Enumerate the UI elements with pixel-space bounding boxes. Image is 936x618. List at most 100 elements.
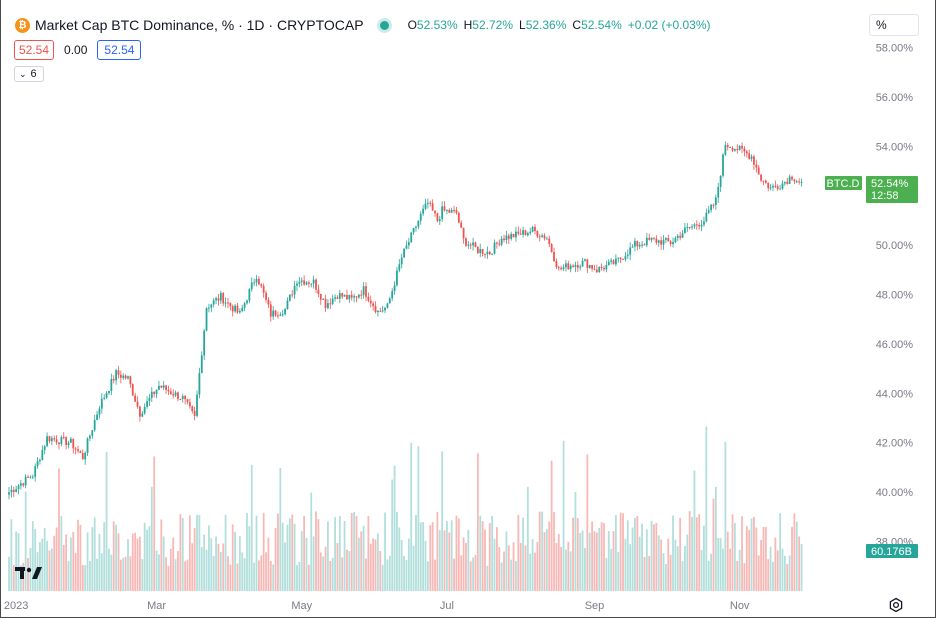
candle-body bbox=[300, 280, 303, 282]
candle-body bbox=[46, 436, 48, 447]
candle-body bbox=[669, 241, 672, 245]
candle-body bbox=[267, 299, 270, 305]
price-axis-label: 48.00% bbox=[876, 290, 914, 302]
tradingview-logo[interactable] bbox=[15, 565, 43, 586]
candle-body bbox=[22, 483, 25, 486]
volume-bar bbox=[438, 530, 441, 591]
candle-body bbox=[77, 449, 79, 452]
volume-bar bbox=[253, 562, 256, 591]
candle-body bbox=[174, 392, 177, 396]
candle-body bbox=[327, 303, 329, 308]
candle-body bbox=[488, 251, 491, 255]
sell-price-button[interactable]: 52.54 bbox=[14, 40, 55, 60]
candle-body bbox=[595, 269, 598, 273]
price-axis[interactable]: 58.00% 56.00% 54.00% 52.00% 50.00% 48.00% 46.0… bbox=[876, 43, 914, 549]
chart-title[interactable]: Market Cap BTC Dominance, % · 1D · CRYPT… bbox=[35, 17, 364, 33]
scale-mode-button[interactable]: % bbox=[869, 14, 919, 36]
candle-body bbox=[745, 151, 748, 154]
volume-bar bbox=[669, 554, 672, 591]
price-axis-label: 38.00% bbox=[876, 537, 914, 549]
volume-bar bbox=[496, 527, 498, 591]
candle-body bbox=[443, 206, 446, 211]
candle-body bbox=[367, 296, 370, 301]
gear-icon[interactable] bbox=[888, 597, 904, 618]
volume-bar bbox=[515, 561, 517, 591]
volume-bar bbox=[98, 533, 101, 591]
candle-body bbox=[396, 270, 398, 286]
volume-bar bbox=[334, 517, 336, 591]
candle-body bbox=[736, 149, 739, 151]
market-status-icon[interactable] bbox=[379, 20, 389, 30]
candle-body bbox=[148, 397, 151, 402]
volume-bar bbox=[698, 514, 701, 591]
candle-body bbox=[246, 300, 248, 304]
volume-bar bbox=[607, 531, 610, 591]
volume-bar bbox=[619, 512, 622, 591]
candle-body bbox=[536, 230, 539, 237]
volume-bar bbox=[645, 529, 648, 591]
candle-body bbox=[584, 259, 586, 261]
time-axis[interactable]: 2023 Mar May Jul Sep Nov bbox=[4, 600, 750, 612]
candle-body bbox=[510, 233, 513, 239]
candle-body bbox=[750, 156, 753, 159]
volume-bar bbox=[572, 517, 574, 591]
buy-price-button[interactable]: 52.54 bbox=[97, 40, 142, 60]
candle-body bbox=[634, 241, 636, 247]
candle-body bbox=[648, 237, 651, 240]
candle-body bbox=[350, 294, 353, 298]
volume-bar bbox=[793, 513, 796, 591]
candle-body bbox=[407, 242, 410, 246]
candle-body bbox=[158, 385, 160, 390]
volume-bar bbox=[124, 556, 127, 591]
volume-bar bbox=[60, 516, 63, 591]
candle-body bbox=[48, 436, 51, 442]
candle-body bbox=[645, 237, 648, 246]
candle-body bbox=[169, 391, 172, 395]
indicators-count: 6 bbox=[30, 68, 37, 80]
candle-body bbox=[29, 477, 32, 479]
candle-body bbox=[486, 251, 489, 255]
candle-body bbox=[196, 394, 198, 416]
volume-bar bbox=[419, 522, 422, 591]
volume-bar bbox=[588, 532, 591, 591]
candle-body bbox=[474, 242, 477, 248]
candle-body bbox=[457, 212, 460, 223]
candle-body bbox=[27, 476, 29, 478]
time-axis-label: Nov bbox=[730, 600, 750, 612]
price-axis-label: 42.00% bbox=[876, 438, 914, 450]
volume-bar bbox=[553, 512, 555, 591]
candle-body bbox=[505, 235, 508, 241]
volume-bar bbox=[541, 511, 544, 591]
candle-body bbox=[253, 282, 256, 284]
candle-body bbox=[526, 233, 529, 236]
volume-bar bbox=[764, 527, 767, 591]
candle-body bbox=[236, 305, 239, 313]
volume-bar bbox=[605, 558, 608, 591]
candle-body bbox=[198, 373, 201, 395]
candle-body bbox=[450, 210, 453, 213]
candle-body bbox=[791, 176, 793, 180]
volume-bar bbox=[241, 552, 244, 591]
candle-body bbox=[643, 244, 646, 246]
candle-body bbox=[793, 179, 796, 182]
candle-body bbox=[781, 183, 784, 189]
candle-body bbox=[372, 303, 375, 307]
candle-body bbox=[65, 437, 68, 445]
candle-body bbox=[638, 244, 641, 247]
volume-bar bbox=[360, 531, 363, 591]
candle-body bbox=[786, 181, 789, 184]
volume-bar bbox=[217, 543, 220, 591]
volume-bar bbox=[457, 518, 460, 591]
candle-body bbox=[503, 238, 505, 241]
last-price-value: 52.54% bbox=[871, 178, 909, 190]
candle-body bbox=[429, 202, 432, 204]
candle-body bbox=[431, 203, 434, 211]
volume-bar bbox=[43, 527, 46, 591]
indicators-toggle-button[interactable]: ⌄ 6 bbox=[14, 66, 44, 82]
candle-body bbox=[507, 235, 510, 239]
candle-body bbox=[626, 254, 629, 257]
volume-bar bbox=[155, 550, 158, 591]
candle-body bbox=[186, 399, 189, 403]
